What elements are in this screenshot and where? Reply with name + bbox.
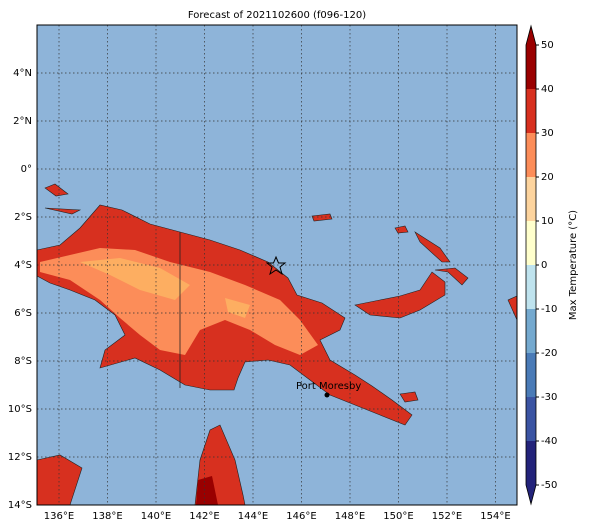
- lon-label: 146°E: [286, 511, 316, 522]
- lat-label: 12°S: [8, 452, 32, 463]
- colorbar-band: [526, 133, 536, 177]
- colorbar-band: [526, 441, 536, 485]
- colorbar: -50 -40 -30 -20 -10 0 10 20 30 40 50: [525, 24, 557, 506]
- colorbar-band: [526, 309, 536, 353]
- city-dot: [324, 392, 330, 398]
- colorbar-band: [526, 353, 536, 397]
- colorbar-label: Max Temperature (°C): [568, 210, 579, 320]
- lon-label: 136°E: [44, 511, 74, 522]
- city-label: Port Moresby: [296, 381, 361, 392]
- lon-label: 140°E: [141, 511, 171, 522]
- lon-label: 142°E: [189, 511, 219, 522]
- colorbar-band: [526, 265, 536, 309]
- colorbar-band: [526, 45, 536, 89]
- colorbar-band: [526, 89, 536, 133]
- land: [36, 183, 518, 506]
- lon-label: 144°E: [238, 511, 268, 522]
- lat-label: 2°N: [13, 116, 32, 127]
- lat-label: 0°: [21, 164, 32, 175]
- lon-label: 148°E: [335, 511, 365, 522]
- colorbar-tick-label: -20: [541, 348, 557, 359]
- title: Forecast of 2021102600 (f096-120): [188, 10, 366, 21]
- colorbar-band: [526, 177, 536, 221]
- graticule: [37, 25, 517, 506]
- map-frame: [36, 24, 518, 506]
- lat-label: 10°S: [8, 404, 32, 415]
- lat-label: 2°S: [14, 212, 32, 223]
- lon-label: 150°E: [383, 511, 413, 522]
- colorbar-tick-label: 40: [541, 84, 554, 95]
- lon-label: 138°E: [92, 511, 122, 522]
- colorbar-tick-label: 30: [541, 128, 554, 139]
- lat-label: 4°S: [14, 260, 32, 271]
- lat-label: 4°N: [13, 68, 32, 79]
- colorbar-extend: [526, 485, 536, 504]
- colorbar-tick-label: 50: [541, 40, 554, 51]
- colorbar-tick-label: -30: [541, 392, 557, 403]
- colorbar-tick-label: 10: [541, 216, 554, 227]
- lat-label: 14°S: [8, 500, 32, 511]
- colorbar-tick-label: -50: [541, 480, 557, 491]
- colorbar-tick-label: -10: [541, 304, 557, 315]
- colorbar-tick-label: 0: [541, 260, 547, 271]
- colorbar-tick-label: -40: [541, 436, 557, 447]
- lon-label: 154°E: [480, 511, 510, 522]
- lat-label: 8°S: [14, 356, 32, 367]
- colorbar-band: [526, 397, 536, 441]
- lon-label: 152°E: [432, 511, 462, 522]
- colorbar-extend: [526, 26, 536, 45]
- lat-label: 6°S: [14, 308, 32, 319]
- star-marker: [265, 255, 287, 276]
- colorbar-tick-label: 20: [541, 172, 554, 183]
- colorbar-band: [526, 221, 536, 265]
